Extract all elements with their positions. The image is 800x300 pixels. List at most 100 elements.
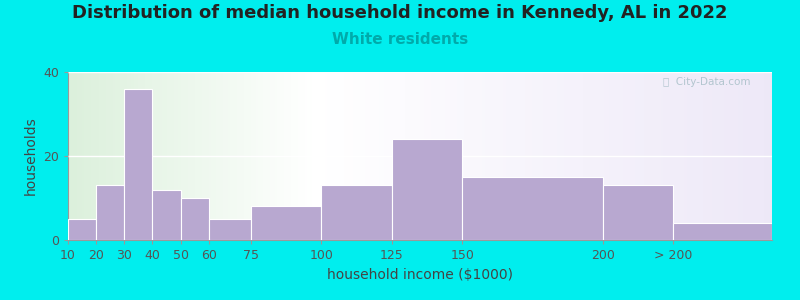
Bar — [143, 72, 146, 240]
Bar — [345, 72, 347, 240]
Bar — [646, 72, 648, 240]
Bar — [357, 72, 359, 240]
Bar — [584, 72, 586, 240]
Bar — [340, 72, 342, 240]
Bar — [366, 72, 368, 240]
Bar — [634, 72, 636, 240]
Bar — [380, 72, 382, 240]
Bar — [159, 72, 162, 240]
Bar — [614, 72, 617, 240]
Bar — [692, 72, 694, 240]
Bar — [526, 72, 528, 240]
Bar — [619, 72, 622, 240]
Bar — [375, 72, 378, 240]
Bar — [256, 72, 258, 240]
Bar — [209, 219, 251, 240]
Bar — [751, 72, 754, 240]
Bar — [307, 72, 310, 240]
Bar — [704, 72, 706, 240]
Text: ⓘ  City-Data.com: ⓘ City-Data.com — [663, 77, 751, 87]
Bar — [368, 72, 370, 240]
Bar — [202, 72, 204, 240]
Bar — [131, 72, 134, 240]
Bar — [403, 72, 406, 240]
Bar — [669, 72, 671, 240]
Bar — [626, 72, 629, 240]
Bar — [274, 72, 277, 240]
Bar — [460, 72, 462, 240]
Bar — [422, 72, 425, 240]
Bar — [530, 72, 533, 240]
Bar — [216, 72, 218, 240]
Bar — [662, 72, 664, 240]
Bar — [462, 72, 465, 240]
Bar — [244, 72, 246, 240]
Bar — [282, 72, 284, 240]
Bar — [638, 72, 641, 240]
Bar — [399, 72, 402, 240]
Bar — [568, 72, 570, 240]
Bar — [458, 72, 460, 240]
Bar — [183, 72, 186, 240]
Bar — [397, 72, 399, 240]
Bar — [749, 72, 751, 240]
Bar — [666, 72, 669, 240]
Bar — [392, 139, 462, 240]
Bar — [650, 72, 652, 240]
Bar — [322, 72, 324, 240]
Bar — [683, 72, 685, 240]
Bar — [199, 72, 202, 240]
Bar — [155, 72, 157, 240]
Bar — [211, 72, 214, 240]
Bar — [204, 72, 206, 240]
Bar — [68, 219, 96, 240]
Bar — [305, 72, 307, 240]
Bar — [437, 72, 438, 240]
Bar — [448, 72, 450, 240]
Bar — [579, 72, 582, 240]
Bar — [347, 72, 350, 240]
Bar — [113, 72, 115, 240]
Bar — [181, 72, 183, 240]
Bar — [331, 72, 333, 240]
Bar — [685, 72, 687, 240]
Bar — [432, 72, 434, 240]
Bar — [230, 72, 232, 240]
Bar — [262, 72, 265, 240]
Bar — [702, 72, 704, 240]
Bar — [493, 72, 495, 240]
Bar — [770, 72, 772, 240]
Bar — [465, 72, 467, 240]
Bar — [319, 72, 322, 240]
Bar — [472, 72, 474, 240]
Bar — [674, 223, 772, 240]
Bar — [490, 72, 493, 240]
Bar — [300, 72, 302, 240]
Bar — [110, 72, 113, 240]
Bar — [314, 72, 317, 240]
Bar — [486, 72, 488, 240]
Bar — [70, 72, 73, 240]
Bar — [214, 72, 216, 240]
Bar — [118, 72, 120, 240]
Bar — [528, 72, 530, 240]
Bar — [410, 72, 413, 240]
Bar — [124, 89, 153, 240]
Bar — [352, 72, 354, 240]
Bar — [474, 72, 476, 240]
Bar — [690, 72, 692, 240]
Bar — [629, 72, 631, 240]
Bar — [237, 72, 239, 240]
Bar — [312, 72, 314, 240]
Bar — [502, 72, 505, 240]
Bar — [326, 72, 329, 240]
Bar — [586, 72, 589, 240]
Bar — [68, 72, 70, 240]
Bar — [500, 72, 502, 240]
Bar — [765, 72, 767, 240]
Bar — [483, 72, 486, 240]
Bar — [298, 72, 300, 240]
Bar — [272, 72, 274, 240]
Bar — [148, 72, 150, 240]
Bar — [406, 72, 408, 240]
